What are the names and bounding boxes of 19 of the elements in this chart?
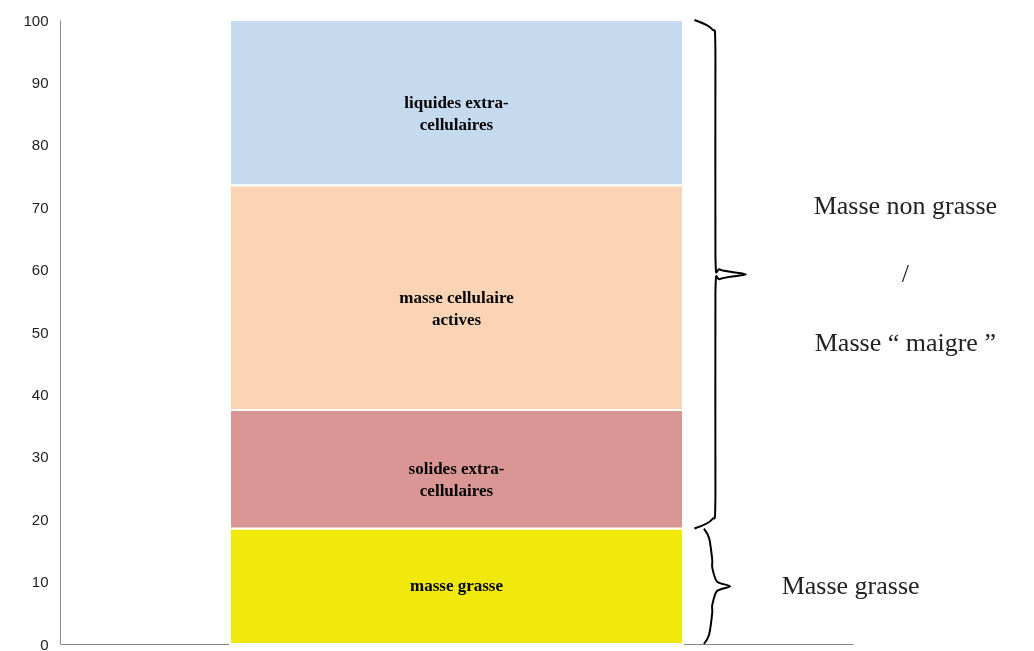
text: / bbox=[901, 259, 910, 289]
y-tick-label: 60 bbox=[31, 261, 49, 279]
y-tick-label: 20 bbox=[31, 510, 49, 528]
y-tick-label: 50 bbox=[31, 323, 49, 341]
series-label: solides extra-cellulaires bbox=[408, 459, 505, 501]
series-label: masse grasse bbox=[409, 576, 504, 596]
y-tick-label: 0 bbox=[40, 635, 49, 651]
text: Masse grasse bbox=[781, 571, 920, 601]
y-tick-label: 80 bbox=[31, 136, 49, 154]
y-tick-label: 100 bbox=[23, 11, 49, 29]
series-label: liquides extra-cellulaires bbox=[404, 92, 510, 134]
series-label: masse cellulaire actives bbox=[399, 287, 515, 329]
y-tick-label: 40 bbox=[31, 385, 49, 403]
y-tick-label: 90 bbox=[31, 73, 49, 91]
y-tick-label: 10 bbox=[31, 573, 49, 591]
text: Masse non grasse bbox=[813, 190, 998, 220]
y-tick-label: 30 bbox=[31, 448, 49, 466]
text: Masse “ maigre ” bbox=[814, 327, 996, 357]
y-tick-label: 70 bbox=[31, 198, 49, 216]
